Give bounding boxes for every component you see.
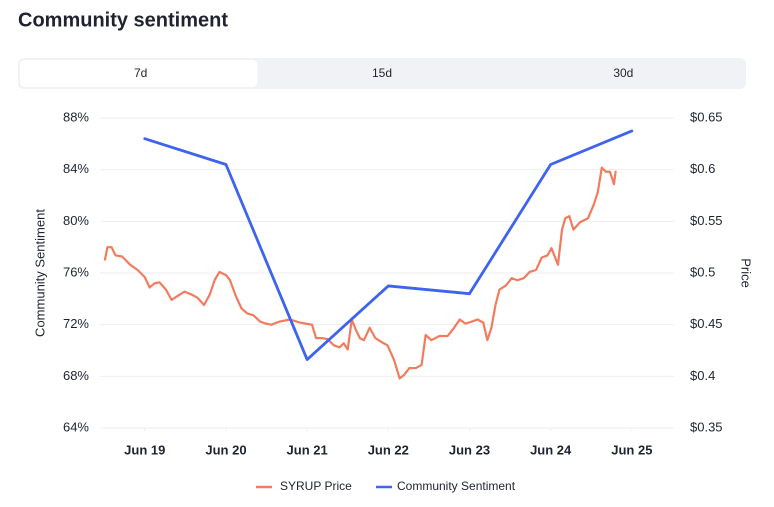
- series-line: [103, 166, 617, 380]
- y-tick-label: 68%: [63, 368, 89, 383]
- legend-label: Community Sentiment: [397, 479, 516, 493]
- y-tick-label: 72%: [63, 316, 89, 331]
- y-tick-label: 88%: [63, 109, 89, 124]
- y-axis-label: Community Sentiment: [32, 209, 47, 337]
- tab-label[interactable]: 15d: [372, 66, 392, 80]
- y-tick-label: 84%: [63, 161, 89, 176]
- series-line: [143, 129, 634, 361]
- tab-label[interactable]: 7d: [134, 66, 147, 80]
- y2-tick-label: $0.55: [690, 213, 723, 228]
- y2-tick-label: $0.35: [690, 419, 723, 434]
- x-tick-label: Jun 19: [124, 442, 165, 457]
- x-tick-label: Jun 25: [611, 442, 652, 457]
- x-tick-label: Jun 22: [368, 442, 409, 457]
- x-tick-label: Jun 21: [287, 442, 328, 457]
- tab[interactable]: [20, 60, 258, 87]
- page-title: Community sentiment: [18, 9, 228, 31]
- x-tick-label: Jun 24: [530, 442, 572, 457]
- x-tick-label: Jun 20: [205, 442, 246, 457]
- y-tick-label: 76%: [63, 264, 89, 279]
- tab-label[interactable]: 30d: [613, 66, 633, 80]
- y2-tick-label: $0.65: [690, 109, 723, 124]
- legend-label: SYRUP Price: [280, 479, 352, 493]
- y2-tick-label: $0.4: [690, 368, 715, 383]
- y-tick-label: 64%: [63, 419, 89, 434]
- y2-tick-label: $0.45: [690, 316, 723, 331]
- x-tick-label: Jun 23: [449, 442, 490, 457]
- y2-tick-label: $0.6: [690, 161, 715, 176]
- y2-axis-label: Price: [739, 258, 754, 288]
- y-tick-label: 80%: [63, 213, 89, 228]
- y2-tick-label: $0.5: [690, 264, 715, 279]
